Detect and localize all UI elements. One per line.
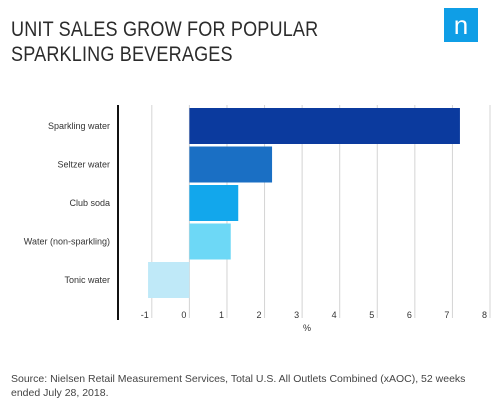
x-tick-label: 5: [369, 310, 374, 320]
bar-chart: Sparkling water Seltzer water Club soda Wat…: [24, 105, 491, 333]
logo-letter: n: [454, 10, 468, 40]
nielsen-logo-icon: n: [444, 8, 478, 42]
category-label: Tonic water: [64, 275, 110, 285]
category-label: Sparkling water: [48, 121, 110, 131]
bars: [148, 108, 460, 298]
category-label: Water (non-sparkling): [24, 237, 110, 247]
bar-seltzer-water: [189, 146, 273, 183]
x-tick-labels: -1 0 1 2 3 4 5 6 7 8: [141, 310, 487, 320]
category-labels: Sparkling water Seltzer water Club soda Wat…: [24, 121, 110, 285]
bar-club-soda: [189, 185, 239, 221]
category-label: Seltzer water: [57, 160, 110, 170]
source-note: Source: Nielsen Retail Measurement Servi…: [11, 373, 466, 399]
bar-sparkling-water: [189, 108, 460, 144]
x-tick-label: 7: [444, 310, 449, 320]
x-tick-label: 4: [332, 310, 337, 320]
x-tick-label: -1: [141, 310, 149, 320]
chart-title: Unit sales grow for popular sparkling be…: [11, 18, 319, 66]
x-tick-label: 2: [257, 310, 262, 320]
x-tick-label: 1: [219, 310, 224, 320]
x-tick-label: 3: [294, 310, 299, 320]
x-tick-label: 0: [181, 310, 186, 320]
x-tick-label: 6: [407, 310, 412, 320]
x-tick-label: 8: [482, 310, 487, 320]
x-axis-title: %: [303, 323, 311, 333]
category-label: Club soda: [69, 198, 110, 208]
bar-water-non-sparkling: [189, 223, 231, 260]
bar-tonic-water: [148, 262, 190, 298]
